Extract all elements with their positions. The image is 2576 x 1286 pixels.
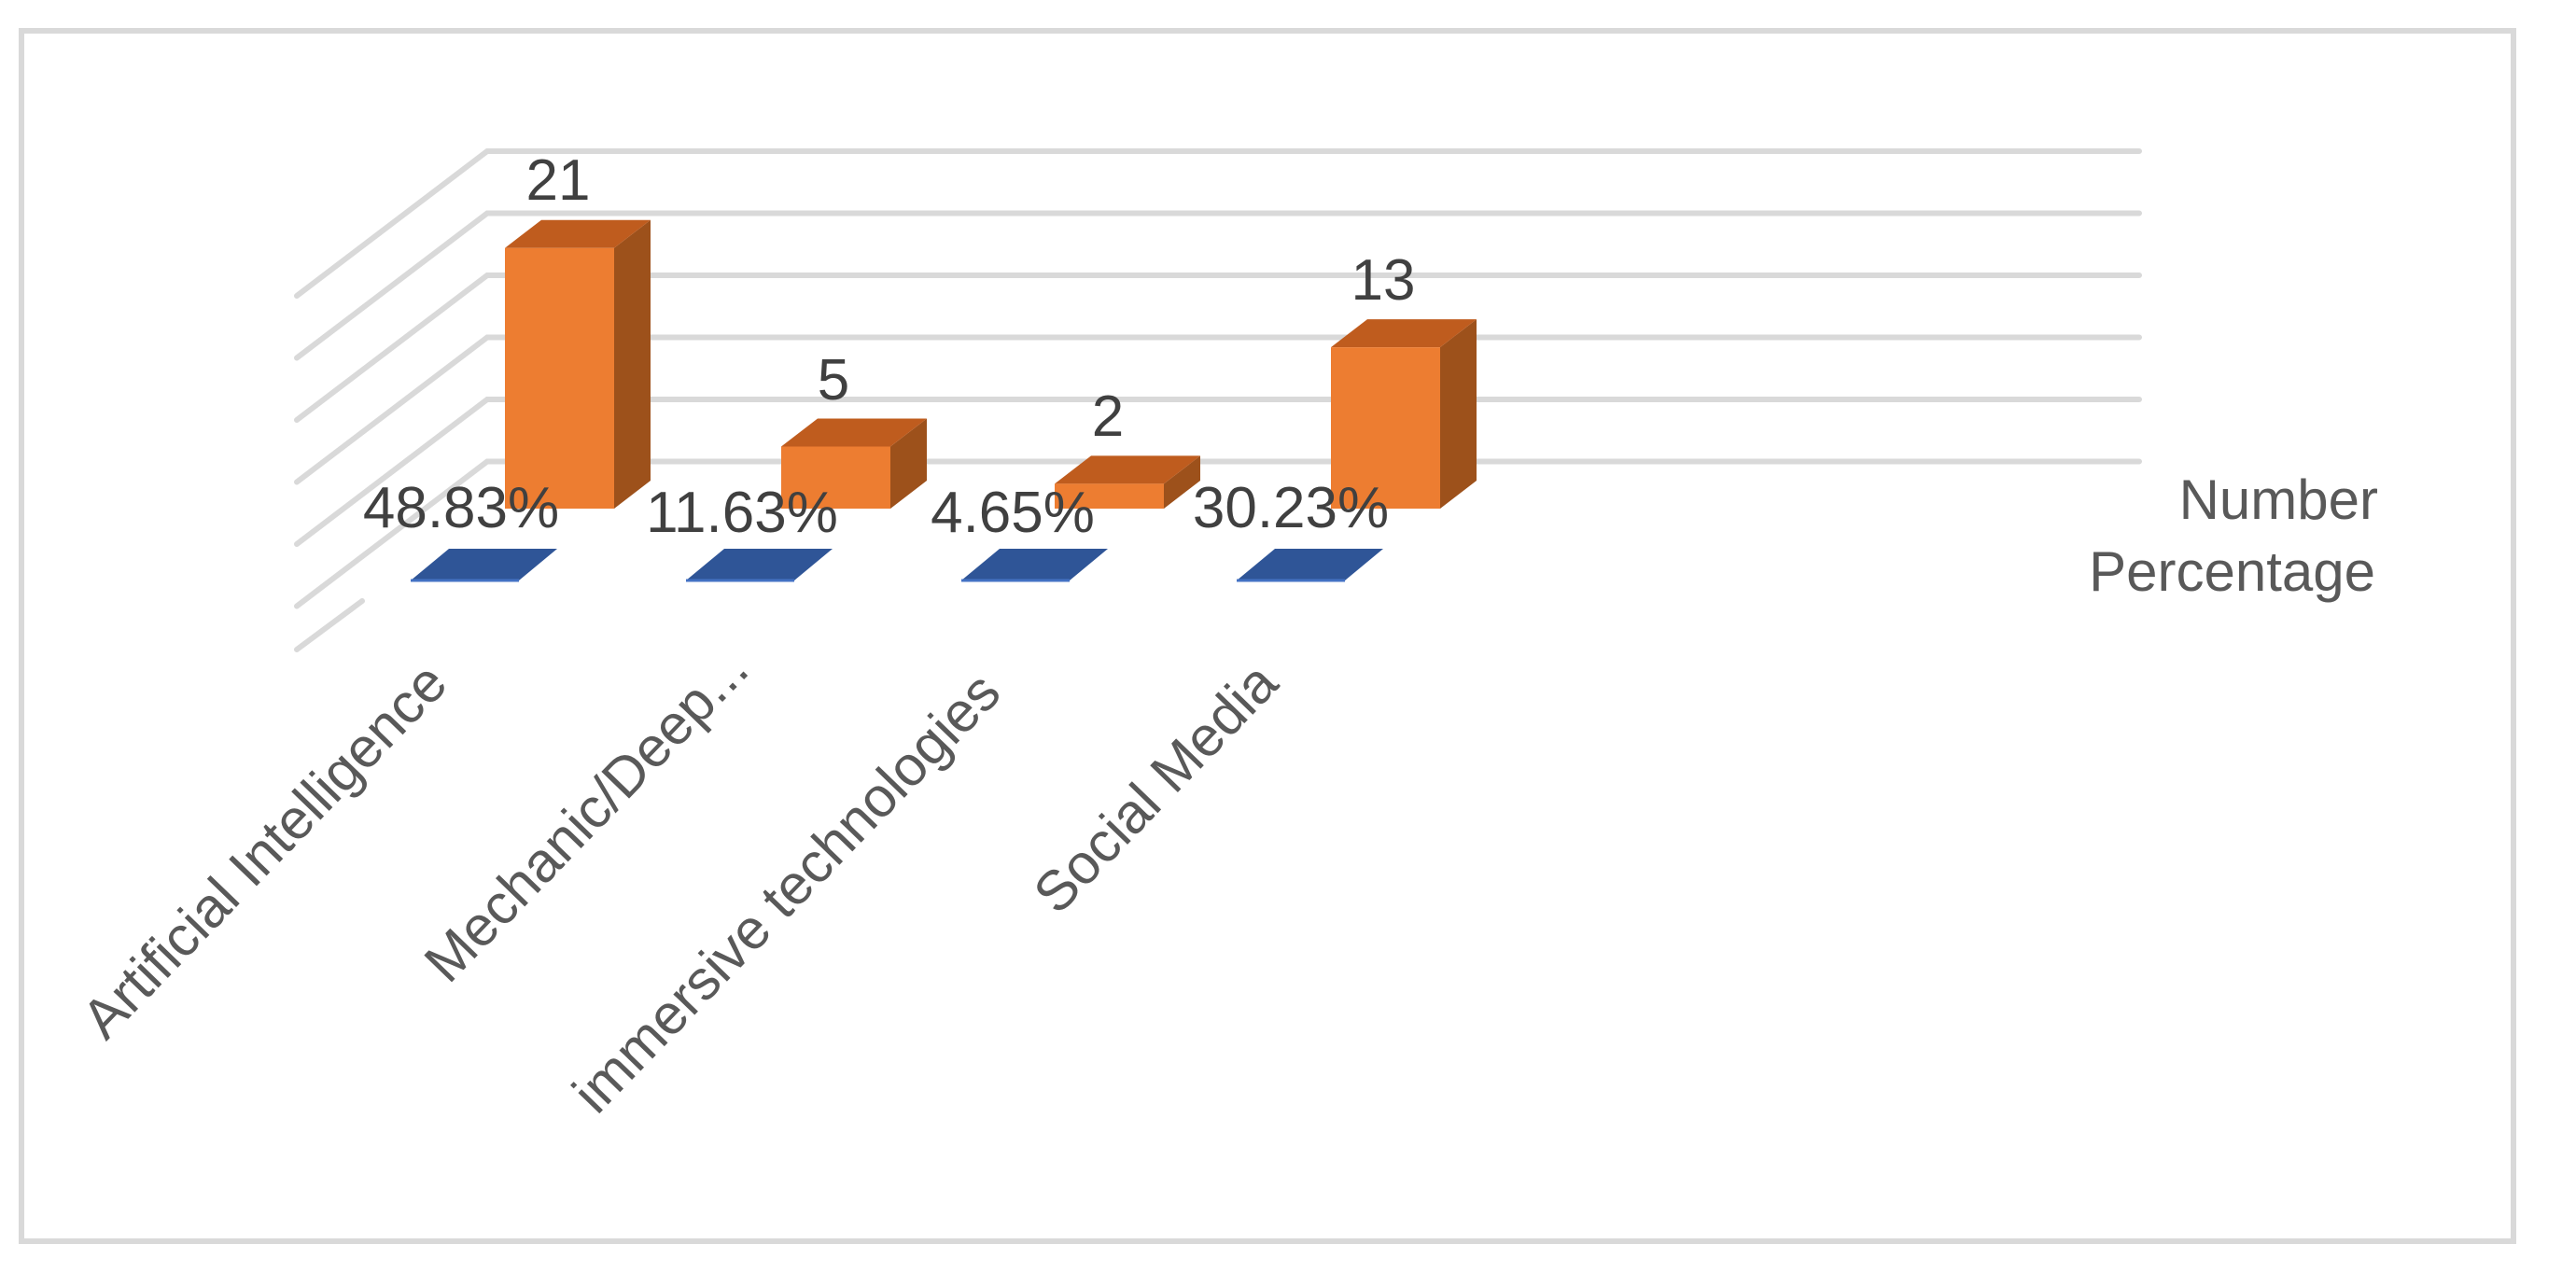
bar-side-face [1440,319,1477,509]
chart-frame [19,28,2516,1244]
bar-top-face [781,418,927,447]
data-label-percentage: 4.65% [931,481,1095,545]
data-label-percentage: 11.63% [646,481,838,545]
bar-side-face [614,219,651,509]
gridline [294,397,2142,547]
data-label-percentage: 48.83% [363,476,559,540]
data-label-number: 13 [1351,248,1416,313]
data-labels-percentage: 48.83% 11.63% 4.65% 30.23% [363,476,1389,545]
percentage-slab [411,549,557,580]
data-label-number: 2 [1092,384,1124,449]
data-label-percentage: 30.23% [1193,476,1389,540]
bar-front-face [1055,483,1164,509]
legend: Number Percentage [2089,468,2378,603]
gridline [294,148,2142,299]
gridline [294,273,2142,423]
bar-front-face [781,446,890,509]
bar-top-face [1331,319,1477,348]
bar-side-face [890,418,927,509]
gridline [294,210,2142,361]
series-number [505,219,1477,509]
data-label-number: 5 [818,348,849,412]
legend-entry-number: Number [2179,468,2378,531]
gridline [294,458,2142,609]
gridlines [294,148,2142,652]
percentage-slab [1237,549,1383,580]
data-labels-number: 21 5 2 13 [526,148,1416,449]
bar-front-face [1331,347,1440,509]
data-label-number: 21 [526,148,591,213]
legend-entry-percentage: Percentage [2089,540,2375,603]
gridline [294,334,2142,485]
bar-front-face [505,247,614,509]
percentage-slab [686,549,833,580]
percentage-slab [961,549,1108,580]
floor-edge [294,598,365,652]
bar-side-face [1164,455,1200,509]
bar-top-face [505,219,651,248]
series-percentage [411,549,1383,582]
bar-top-face [1055,455,1200,484]
